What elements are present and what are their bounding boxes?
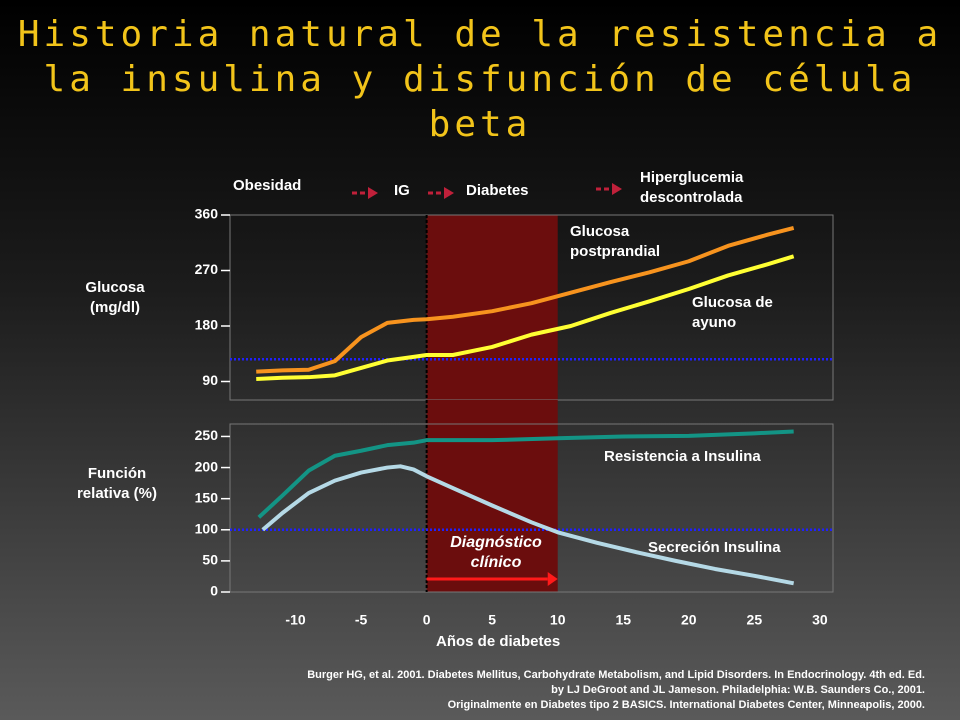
stage-label: Obesidad [233, 177, 302, 194]
x-axis-title: Años de diabetes [436, 633, 561, 650]
stage-label: Diabetes [466, 182, 529, 199]
y-tick-label: 90 [202, 372, 218, 388]
annotation: Diagnóstico clínico [450, 534, 542, 571]
x-tick-label: 25 [747, 612, 763, 628]
series-label: Glucosa postprandial [570, 223, 661, 260]
y-tick-label: 0 [210, 583, 218, 599]
stage-arrows [352, 183, 622, 199]
y-tick-label: 180 [195, 317, 219, 333]
reference: Burger HG, et al. 2001. Diabetes Mellitu… [307, 669, 925, 681]
arrow-head [444, 187, 454, 199]
series-label: Glucosa de ayuno [692, 294, 773, 331]
diagnosis-arrow-head [547, 572, 558, 586]
x-tick-label: 15 [615, 612, 631, 628]
x-tick-label: 20 [681, 612, 697, 628]
y-tick-label: 360 [195, 206, 219, 222]
arrow-head [368, 187, 378, 199]
series-line [256, 226, 795, 374]
x-tick-label: 10 [550, 612, 566, 628]
x-tick-label: -10 [285, 612, 305, 628]
y-tick-label: 100 [195, 520, 219, 536]
y-axis-title: Función relativa (%) [76, 465, 158, 502]
arrow-head [612, 183, 622, 195]
series-label: Resistencia a Insulina [604, 448, 761, 465]
stage-label: Hiperglucemia descontrolada [640, 169, 744, 206]
y-tick-label: 50 [202, 552, 218, 568]
slide-title: Historia natural de la resistencia a la … [17, 14, 943, 145]
y-tick-label: 200 [195, 458, 219, 474]
y-tick-label: 270 [195, 261, 219, 277]
x-tick-label: -5 [355, 612, 368, 628]
diagnosis-band [426, 215, 558, 400]
series-line [261, 464, 795, 586]
series-label: Secreción Insulina [648, 539, 781, 556]
stage-label: IG [394, 182, 410, 199]
diagnosis-band [426, 400, 558, 592]
series-line [256, 254, 795, 382]
series-line [257, 429, 794, 519]
reference: by LJ DeGroot and JL Jameson. Philadelph… [551, 684, 925, 696]
y-tick-label: 250 [195, 427, 219, 443]
y-tick-label: 150 [195, 489, 219, 505]
y-axis-title: Glucosa (mg/dl) [85, 279, 145, 316]
plot-frame [229, 423, 834, 593]
x-tick-label: 30 [812, 612, 828, 628]
reference: Originalmente en Diabetes tipo 2 BASICS.… [447, 699, 925, 711]
x-tick-label: 0 [423, 612, 431, 628]
x-tick-label: 5 [488, 612, 496, 628]
